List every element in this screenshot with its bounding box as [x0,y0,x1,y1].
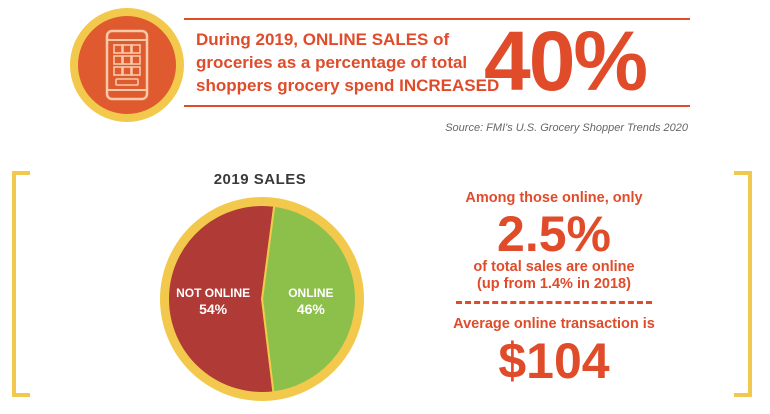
icon-badge [78,16,176,114]
smartphone-grocery-icon [105,29,149,101]
stat-intro: Among those online, only [465,190,643,206]
headline: During 2019, ONLINE SALES of groceries a… [196,28,500,97]
avg-transaction-label: Average online transaction is [453,316,655,332]
pie-label: ONLINE [288,286,333,300]
headline-line: groceries as a percentage of total [196,53,468,72]
stat-caption-line: of total sales are online [473,259,635,275]
pie-slice-online [260,204,357,394]
headline-line: During 2019, ONLINE SALES of [196,30,450,49]
stat-caption-line: (up from 1.4% in 2018) [477,276,631,292]
header-rule-top [184,18,690,20]
headline-stat: 40% [484,14,648,108]
pie-label: NOT ONLINE [176,286,250,300]
source-citation: Source: FMI's U.S. Grocery Shopper Trend… [445,122,688,134]
chart-title: 2019 SALES [213,171,307,188]
dashed-divider [456,301,652,304]
headline-line: shoppers grocery spend INCREASED [196,76,500,95]
right-bracket [734,171,752,397]
left-bracket [12,171,30,397]
pie-slice-not-online [167,204,276,394]
pie-value-label: 54% [199,301,228,317]
pie-value-label: 46% [297,301,326,317]
avg-transaction-value: $104 [498,333,610,389]
header-rule-bottom [184,105,690,107]
stat-main-value: 2.5% [497,206,611,262]
